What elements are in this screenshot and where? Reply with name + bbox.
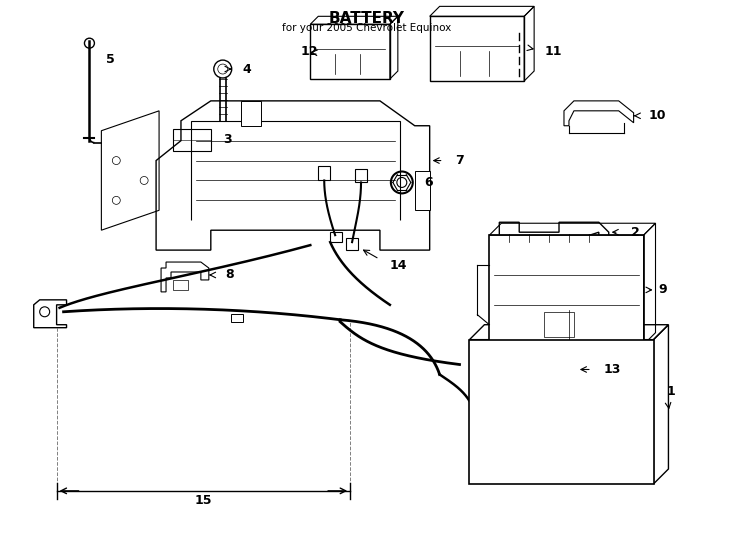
Text: 6: 6 [425, 176, 433, 189]
Text: 8: 8 [226, 268, 234, 281]
Bar [544, 312, 574, 336]
Bar [587, 320, 599, 325]
Text: 4: 4 [243, 63, 251, 76]
Text: 11: 11 [544, 45, 562, 58]
Bar [470, 340, 653, 484]
Bar [230, 314, 243, 322]
Bar [490, 235, 644, 345]
Bar [498, 320, 509, 325]
Text: 12: 12 [300, 45, 318, 58]
Bar [310, 24, 390, 79]
Text: 14: 14 [390, 259, 407, 272]
Bar [415, 171, 429, 210]
Text: 15: 15 [194, 494, 211, 507]
Bar [173, 280, 188, 290]
Bar [584, 320, 602, 328]
Text: 7: 7 [456, 154, 465, 167]
Text: for your 2005 Chevrolet Equinox: for your 2005 Chevrolet Equinox [283, 23, 451, 33]
Bar [173, 129, 211, 151]
Text: 2: 2 [631, 226, 639, 239]
Text: 3: 3 [222, 133, 231, 146]
Bar [494, 320, 512, 328]
Text: 9: 9 [658, 284, 667, 296]
Text: 5: 5 [106, 52, 115, 65]
Text: BATTERY: BATTERY [329, 11, 405, 26]
Text: 10: 10 [649, 109, 666, 122]
Text: 1: 1 [666, 385, 675, 398]
Text: 13: 13 [604, 363, 621, 376]
Bar [241, 101, 261, 126]
Bar [429, 16, 524, 81]
